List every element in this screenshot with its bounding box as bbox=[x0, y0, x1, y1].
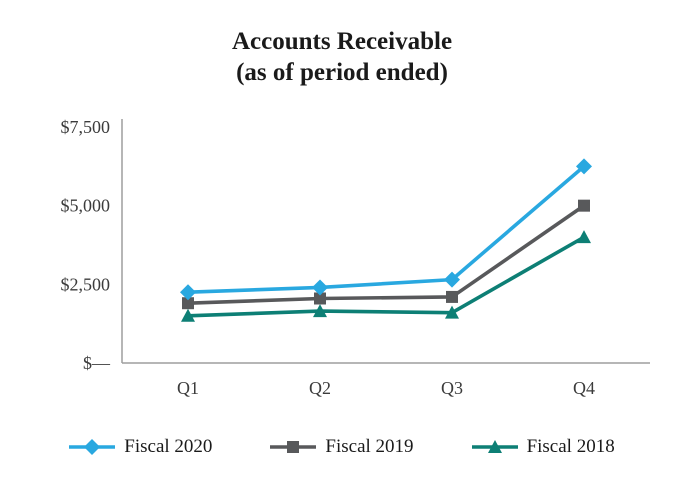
diamond-marker-icon bbox=[444, 271, 460, 288]
triangle-marker-icon bbox=[313, 304, 327, 318]
diamond-marker-icon bbox=[312, 279, 328, 296]
chart-legend: Fiscal 2020 Fiscal 2019 Fiscal 2018 bbox=[0, 436, 684, 458]
square-marker-icon bbox=[446, 290, 458, 303]
triangle-legend-marker-icon bbox=[471, 440, 518, 453]
square-marker-icon bbox=[578, 199, 590, 212]
triangle-marker-icon bbox=[445, 305, 459, 319]
triangle-marker-icon bbox=[577, 230, 591, 244]
legend-item-fiscal-2018: Fiscal 2018 bbox=[471, 436, 615, 458]
chart-title-line2: (as of period ended) bbox=[236, 59, 448, 86]
legend-label: Fiscal 2019 bbox=[325, 436, 414, 457]
y-tick-label: $— bbox=[83, 353, 111, 373]
legend-item-fiscal-2019: Fiscal 2019 bbox=[270, 436, 414, 458]
chart-title-line1: Accounts Receivable bbox=[231, 28, 453, 55]
square-marker-icon bbox=[287, 441, 300, 453]
x-tick-label: Q2 bbox=[309, 378, 331, 398]
y-tick-label: $5,000 bbox=[61, 196, 111, 216]
diamond-marker-icon bbox=[576, 158, 592, 175]
triangle-marker-icon bbox=[181, 308, 195, 322]
triangle-marker-icon bbox=[487, 440, 502, 453]
square-legend-marker-icon bbox=[270, 441, 317, 453]
diamond-legend-marker-icon bbox=[69, 439, 116, 455]
x-tick-label: Q1 bbox=[177, 378, 199, 398]
series-line bbox=[186, 235, 586, 318]
square-marker-icon bbox=[182, 297, 194, 310]
x-tick-label: Q3 bbox=[441, 378, 463, 398]
series-line bbox=[186, 203, 586, 306]
x-tick-label: Q4 bbox=[573, 378, 595, 398]
y-tick-label: $2,500 bbox=[61, 274, 111, 294]
square-marker-icon bbox=[314, 292, 326, 305]
chart-title: Accounts Receivable (as of period ended) bbox=[0, 26, 684, 88]
line-chart: $— $2,500 $5,000 $7,500 Q1 Q2 Q3 Q4 bbox=[61, 117, 650, 398]
legend-label: Fiscal 2018 bbox=[526, 436, 615, 457]
series-line bbox=[186, 164, 586, 295]
diamond-marker-icon bbox=[180, 284, 196, 301]
legend-item-fiscal-2020: Fiscal 2020 bbox=[69, 436, 212, 458]
diamond-marker-icon bbox=[84, 439, 101, 455]
y-tick-label: $7,500 bbox=[61, 117, 111, 137]
legend-label: Fiscal 2020 bbox=[124, 436, 213, 457]
